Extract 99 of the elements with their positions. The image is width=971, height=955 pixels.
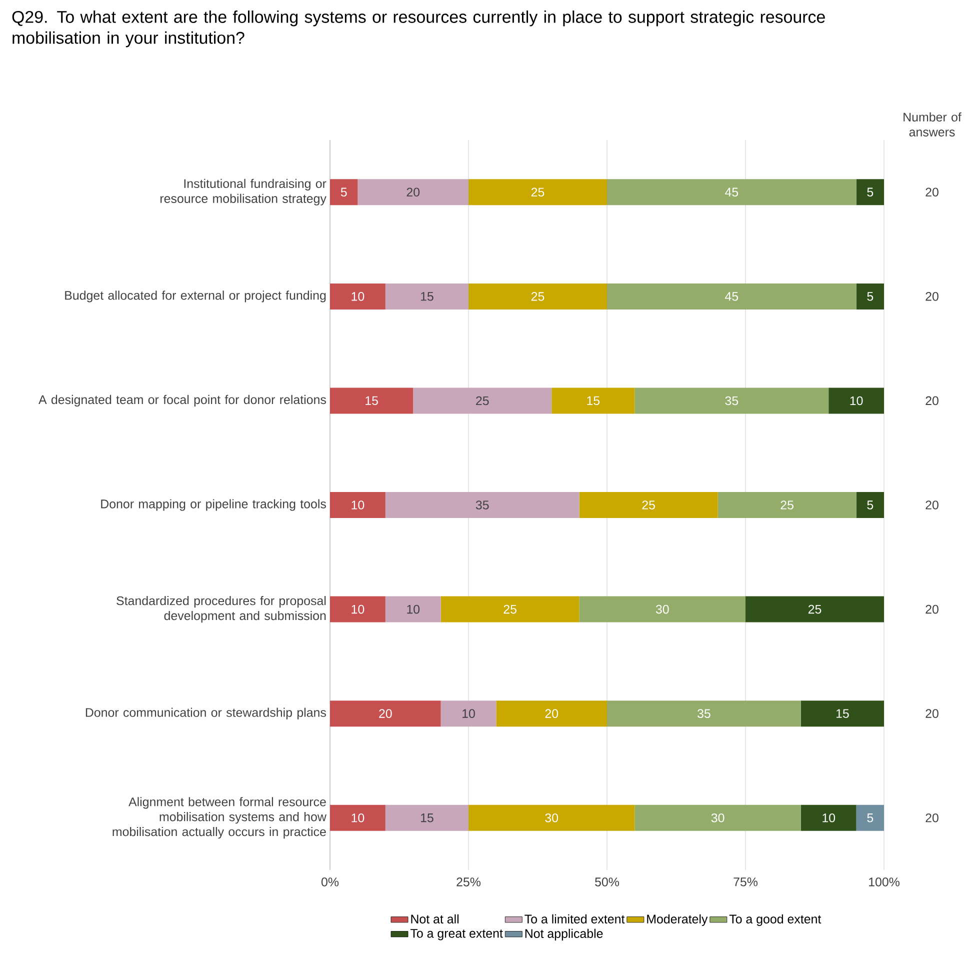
- text: 20: [926, 709, 938, 718]
- data-label: 20: [379, 709, 392, 718]
- text: 20: [926, 292, 938, 301]
- bar: [856, 283, 884, 310]
- data-label: 10: [352, 292, 364, 301]
- bar: [330, 700, 441, 727]
- bar: [330, 283, 386, 310]
- data-label: 10: [462, 709, 475, 718]
- data-label: 10: [352, 604, 364, 614]
- data-label: 15: [420, 814, 434, 822]
- data-label: 5: [867, 188, 874, 196]
- bar: [385, 596, 441, 622]
- bar: [440, 700, 496, 727]
- data-label: 45: [725, 292, 738, 301]
- data-label: 10: [352, 813, 364, 822]
- data-label: 20: [545, 709, 558, 718]
- legend-label: Not at all: [411, 914, 459, 924]
- bar: [579, 596, 746, 622]
- x-tick-label: 75%: [734, 878, 758, 886]
- data-label: 30: [545, 813, 558, 822]
- data-label: 25: [476, 396, 489, 406]
- legend-label: Not applicable: [525, 928, 603, 940]
- data-label: 5: [867, 814, 874, 822]
- data-label: 25: [531, 188, 544, 197]
- y-tick-label: Donor mapping or pipeline tracking tools: [101, 499, 326, 511]
- data-label: 10: [822, 813, 836, 822]
- bar: [330, 388, 414, 414]
- data-label: 25: [504, 604, 516, 614]
- bar: [856, 492, 884, 518]
- bar: [607, 283, 856, 310]
- bar: [579, 492, 718, 518]
- bar: [385, 283, 468, 310]
- bar: [800, 804, 856, 831]
- bar: [468, 179, 608, 206]
- x-tick-label: 25%: [456, 878, 481, 886]
- data-label: 5: [867, 500, 874, 510]
- data-label: 35: [725, 396, 738, 406]
- data-label: 5: [340, 188, 347, 196]
- data-label: 15: [836, 709, 849, 718]
- y-tick-label: A designated team or focal point for donor relations: [38, 394, 326, 407]
- y-tick-label: Budget allocated for external or project funding: [65, 290, 326, 302]
- data-label: 45: [725, 188, 738, 196]
- data-label: 10: [407, 604, 420, 614]
- data-label: 20: [406, 188, 420, 197]
- data-label: 30: [656, 604, 669, 614]
- data-label: 35: [698, 709, 710, 718]
- text: 20: [926, 500, 938, 510]
- bar: [856, 179, 884, 206]
- y-tick-label: Alignment between formal resource mobilisation systems and how mobilisation actually occurs in practice: [112, 797, 326, 839]
- legend-label: To a limited extent: [524, 914, 625, 924]
- y-tick-label: Institutional fundraising or resource mobilisation strategy: [160, 178, 326, 206]
- x-tick-label: 100%: [869, 878, 900, 886]
- data-label: 15: [366, 396, 378, 406]
- text: 20: [926, 604, 938, 614]
- bar: [496, 700, 608, 727]
- bar: [718, 492, 856, 518]
- text: 20: [926, 813, 938, 822]
- data-label: 25: [808, 604, 822, 614]
- data-label: 25: [780, 500, 794, 510]
- x-tick-label: 0%: [321, 878, 339, 886]
- bar: [634, 388, 829, 414]
- bar: [828, 388, 884, 414]
- data-label: 5: [867, 292, 874, 301]
- y-tick-label: Donor communication or stewardship plans: [86, 708, 326, 720]
- bar: [440, 596, 580, 622]
- data-label: 35: [476, 500, 489, 510]
- bar: [330, 804, 386, 831]
- bar: [607, 700, 801, 727]
- bar: [330, 179, 358, 206]
- bar: [856, 804, 884, 831]
- bar: [385, 804, 468, 831]
- bar: [330, 596, 386, 622]
- text: Number of answers: [904, 112, 962, 136]
- data-label: 30: [711, 813, 724, 822]
- bar: [468, 283, 608, 310]
- data-label: 25: [531, 292, 544, 301]
- bar: [330, 492, 386, 518]
- bar: [413, 388, 552, 414]
- data-label: 25: [642, 500, 655, 510]
- bar: [634, 804, 801, 831]
- bar: [358, 179, 468, 206]
- data-label: 15: [587, 396, 600, 406]
- data-label: 10: [352, 500, 364, 510]
- bar: [607, 179, 856, 206]
- bar: [800, 700, 884, 727]
- data-label: 15: [420, 292, 434, 301]
- legend-label: To a good extent: [729, 914, 822, 926]
- legend-label: Moderately: [647, 914, 708, 926]
- text: 20: [926, 188, 938, 197]
- text: 20: [926, 396, 938, 406]
- data-label: 10: [850, 396, 863, 406]
- bar: [385, 492, 580, 518]
- legend-label: To a great extent: [410, 929, 503, 940]
- chart-title: Q29. To what extent are the following systems or resources currently in place to support strategic resource mobilisation in your institution?: [12, 10, 825, 48]
- x-tick-label: 50%: [595, 878, 620, 886]
- bar: [468, 804, 635, 831]
- bar: [552, 388, 635, 414]
- y-tick-label: Standardized procedures for proposal development and submission: [116, 596, 326, 623]
- bar: [746, 596, 884, 622]
